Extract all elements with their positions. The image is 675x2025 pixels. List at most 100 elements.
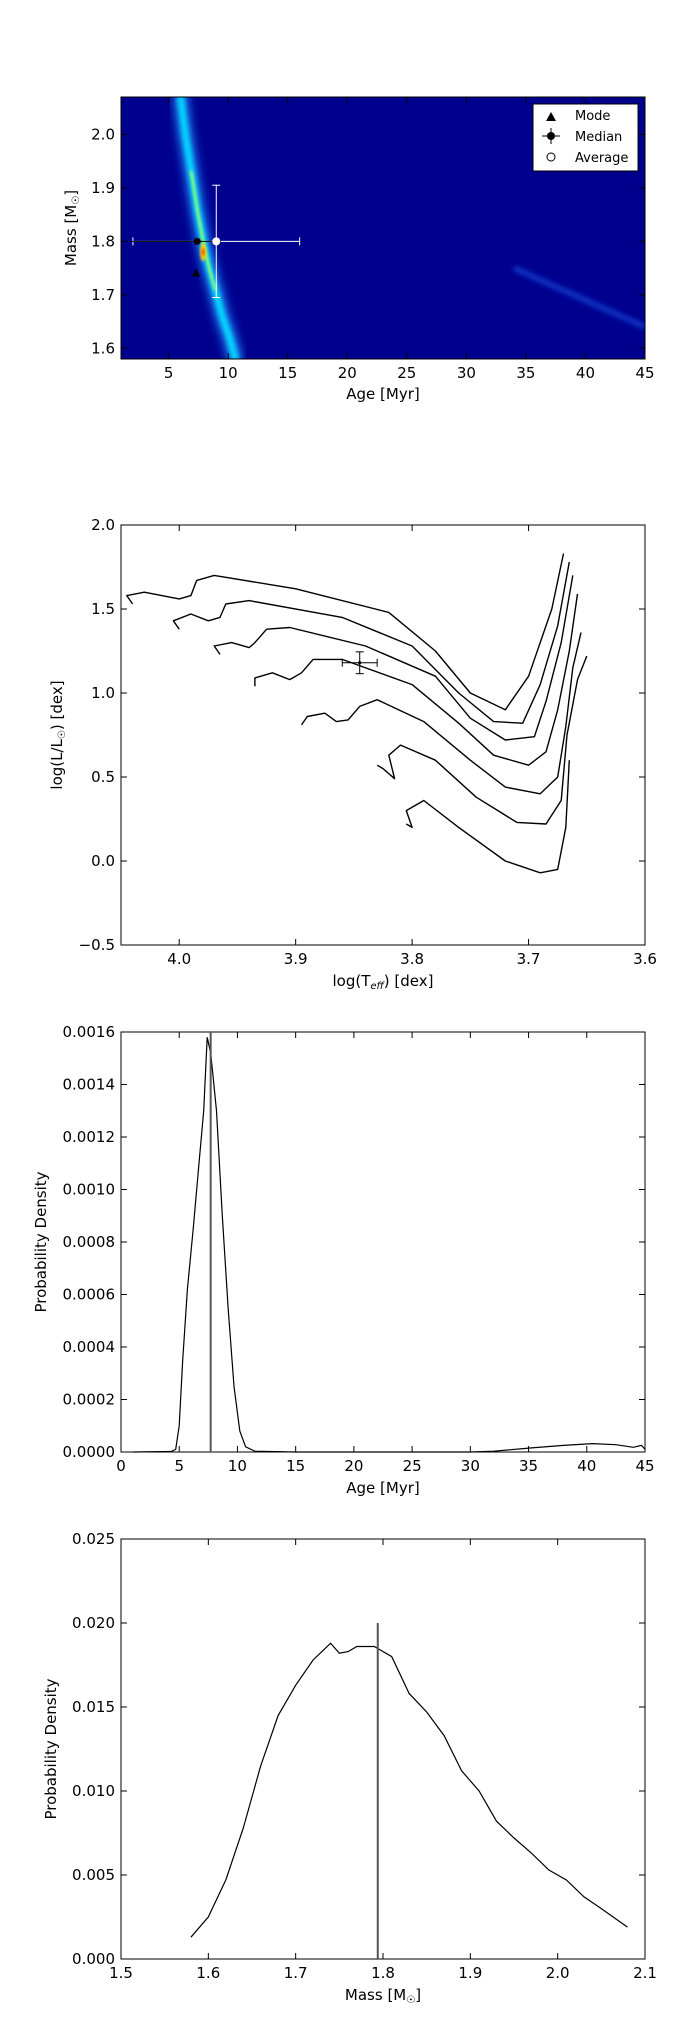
x-tick-label: 1.8 bbox=[371, 1964, 395, 1982]
y-tick-label: 2.0 bbox=[91, 516, 115, 534]
age-pdf-line bbox=[132, 1037, 646, 1453]
x-tick-label: 1.9 bbox=[458, 1964, 482, 1982]
y-tick-label: 1.7 bbox=[91, 286, 115, 304]
x-tick-label: 20 bbox=[338, 364, 357, 382]
heatmap-ticks: 5 10 15 20 25 30 35 40 45 1.6 1.7 1.8 1.9 2.0 bbox=[91, 97, 655, 382]
x-tick-label: 20 bbox=[344, 1457, 363, 1475]
mass-pdf-ticks: 1.5 1.6 1.7 1.8 1.9 2.0 2.1 0.000 0.005 0.010 0.01… bbox=[72, 1530, 657, 1982]
x-tick-label: 3.9 bbox=[284, 950, 308, 968]
hr-x-label-sub: eff bbox=[370, 981, 385, 992]
y-tick-label: 0.0008 bbox=[63, 1233, 116, 1251]
median-marker bbox=[193, 237, 201, 245]
y-tick-label: 0.0000 bbox=[63, 1443, 116, 1461]
average-marker bbox=[212, 237, 221, 246]
y-tick-label: 1.9 bbox=[91, 179, 115, 197]
x-tick-label: 1.6 bbox=[196, 1964, 220, 1982]
hr-y-label-sub: ☉ bbox=[57, 730, 68, 739]
x-tick-label: 1.5 bbox=[109, 1964, 133, 1982]
legend-average-marker bbox=[546, 152, 556, 162]
y-tick-label: 0.005 bbox=[72, 1866, 115, 1884]
legend-mode-label: Mode bbox=[575, 109, 610, 124]
y-tick-label: 0.0004 bbox=[63, 1338, 116, 1356]
age-pdf-panel: 0 5 10 15 20 25 30 35 40 45 0.0000 0.0002 0.0004 0.00… bbox=[32, 1023, 655, 1497]
y-tick-label: 0.010 bbox=[72, 1782, 115, 1800]
x-tick-label: 0 bbox=[116, 1457, 126, 1475]
legend-average-label: Average bbox=[575, 151, 628, 166]
x-tick-label: 1.7 bbox=[284, 1964, 308, 1982]
y-tick-label: 1.0 bbox=[91, 684, 115, 702]
y-tick-label: 1.8 bbox=[91, 232, 115, 250]
x-tick-label: 3.8 bbox=[400, 950, 424, 968]
hr-y-label-end: ) [dex] bbox=[48, 680, 66, 730]
evolution-track bbox=[213, 575, 574, 741]
y-tick-label: 1.5 bbox=[91, 600, 115, 618]
heatmap-frame bbox=[120, 96, 646, 360]
y-tick-label: 0.0 bbox=[91, 852, 115, 870]
y-tick-label: 0.0012 bbox=[63, 1128, 116, 1146]
x-tick-label: 30 bbox=[461, 1457, 480, 1475]
x-tick-label: 40 bbox=[576, 364, 595, 382]
heatmap-peak-core bbox=[201, 248, 205, 257]
x-tick-label: 25 bbox=[397, 364, 416, 382]
y-tick-label: 2.0 bbox=[91, 125, 115, 143]
legend-median-label: Median bbox=[575, 130, 622, 145]
age-pdf-y-axis-label: Probability Density bbox=[32, 1171, 50, 1312]
mass-x-label-main: Mass [M bbox=[345, 1986, 406, 2004]
hr-x-axis-label: log(Teff) [dex] bbox=[333, 972, 434, 992]
y-tick-label: 0.0014 bbox=[63, 1076, 116, 1094]
hr-x-label-end: ) [dex] bbox=[384, 972, 434, 990]
age-pdf-frame bbox=[120, 1031, 646, 1453]
heatmap-legend: Mode Median Average bbox=[532, 103, 639, 172]
hr-frame bbox=[120, 524, 646, 946]
hr-ticks: 4.0 3.9 3.8 3.7 3.6 −0.5 0.0 0.5 1.0 1.5 2.0 bbox=[79, 516, 657, 968]
y-tick-label: 0.025 bbox=[72, 1530, 115, 1548]
evolution-track bbox=[254, 593, 579, 766]
x-tick-label: 45 bbox=[635, 364, 654, 382]
x-tick-label: 2.0 bbox=[546, 1964, 570, 1982]
hr-datapoint bbox=[341, 651, 378, 675]
heatmap-secondary-ridge bbox=[512, 265, 645, 330]
y-tick-label: 0.000 bbox=[72, 1950, 115, 1968]
x-tick-label: 2.1 bbox=[633, 1964, 657, 1982]
x-tick-label: 35 bbox=[516, 364, 535, 382]
y-tick-label: 1.6 bbox=[91, 339, 115, 357]
x-tick-label: 10 bbox=[228, 1457, 247, 1475]
hr-y-axis-label: log(L/L☉) [dex] bbox=[48, 680, 68, 789]
y-tick-label: 0.020 bbox=[72, 1614, 115, 1632]
x-tick-label: 45 bbox=[635, 1457, 654, 1475]
y-tick-label: −0.5 bbox=[79, 936, 115, 954]
x-tick-label: 15 bbox=[286, 1457, 305, 1475]
evolution-track bbox=[126, 553, 565, 711]
mass-pdf-line bbox=[190, 1642, 628, 1938]
x-tick-label: 5 bbox=[174, 1457, 184, 1475]
heatmap-y-axis-label: Mass [M☉] bbox=[62, 190, 82, 266]
heatmap-y-label-end: ] bbox=[62, 190, 80, 196]
hr-x-label-main: log(T bbox=[333, 972, 372, 990]
mass-pdf-panel: 1.5 1.6 1.7 1.8 1.9 2.0 2.1 0.000 0.005 0.010 0.01… bbox=[42, 1530, 657, 2006]
x-tick-label: 3.7 bbox=[517, 950, 541, 968]
mass-pdf-x-axis-label: Mass [M☉] bbox=[345, 1986, 421, 2006]
mass-x-label-end: ] bbox=[415, 1986, 421, 2004]
x-tick-label: 25 bbox=[403, 1457, 422, 1475]
heatmap-x-axis-label: Age [Myr] bbox=[346, 385, 419, 403]
hr-y-label-main: log(L/L bbox=[48, 738, 66, 789]
mass-pdf-y-axis-label: Probability Density bbox=[42, 1678, 60, 1819]
mass-x-label-sub: ☉ bbox=[406, 1995, 415, 2006]
x-tick-label: 5 bbox=[164, 364, 174, 382]
x-tick-label: 3.6 bbox=[633, 950, 657, 968]
legend-mode-marker bbox=[546, 112, 556, 121]
evolution-track bbox=[405, 760, 570, 874]
hr-tracks bbox=[126, 553, 588, 874]
hr-diagram-panel: 4.0 3.9 3.8 3.7 3.6 −0.5 0.0 0.5 1.0 1.5 2.0 log(T… bbox=[48, 516, 657, 992]
y-tick-label: 0.5 bbox=[91, 768, 115, 786]
y-tick-label: 0.015 bbox=[72, 1698, 115, 1716]
hr-marker bbox=[358, 661, 362, 665]
y-tick-label: 0.0006 bbox=[63, 1286, 116, 1304]
legend-median-marker bbox=[547, 132, 555, 140]
evolution-track bbox=[376, 655, 588, 825]
x-tick-label: 10 bbox=[219, 364, 238, 382]
mode-marker bbox=[192, 268, 201, 277]
heatmap-y-label-main: Mass [M bbox=[62, 205, 80, 266]
heatmap-panel: 5 10 15 20 25 30 35 40 45 1.6 1.7 1.8 1.9 2.0 Age [My… bbox=[62, 96, 655, 403]
